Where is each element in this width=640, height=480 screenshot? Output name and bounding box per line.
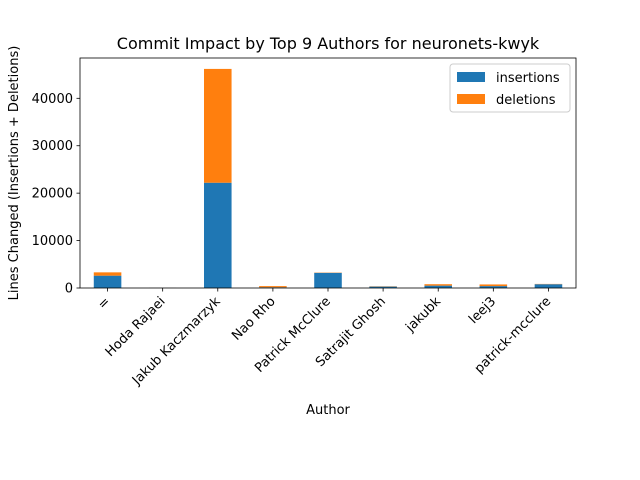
legend-label-deletions: deletions bbox=[496, 93, 556, 108]
x-tick-label-item: = bbox=[95, 294, 113, 312]
bar-deletions-0 bbox=[93, 272, 122, 276]
y-tick-label-0: 0 bbox=[65, 282, 73, 297]
bars-layer bbox=[93, 68, 563, 288]
legend-swatch-insertions bbox=[457, 72, 485, 82]
y-tick-label-2: 20000 bbox=[32, 187, 73, 202]
legend-label-insertions: insertions bbox=[496, 71, 560, 86]
bar-deletions-7 bbox=[479, 284, 508, 287]
bar-insertions-6 bbox=[424, 285, 452, 288]
y-axis-label: Lines Changed (Insertions + Deletions) bbox=[7, 46, 22, 301]
bar-insertions-4 bbox=[314, 272, 342, 288]
y-tick-label-4: 40000 bbox=[32, 92, 73, 107]
chart-title: Commit Impact by Top 9 Authors for neuro… bbox=[117, 34, 540, 53]
legend-swatch-deletions bbox=[457, 94, 485, 104]
x-tick-label-leej3: leej3 bbox=[466, 294, 499, 327]
x-tick-label-jakubk: jakubk bbox=[403, 294, 445, 336]
bar-insertions-7 bbox=[479, 286, 508, 288]
bar-insertions-0 bbox=[93, 275, 122, 288]
bar-deletions-6 bbox=[424, 284, 452, 286]
bar-deletions-2 bbox=[204, 68, 232, 183]
bar-deletions-3 bbox=[259, 286, 287, 288]
bar-insertions-5 bbox=[369, 286, 397, 288]
y-tick-label-1: 10000 bbox=[32, 234, 73, 249]
bar-insertions-2 bbox=[204, 182, 232, 288]
x-tick-label-nao-rho: Nao Rho bbox=[229, 294, 279, 344]
legend: insertions deletions bbox=[449, 63, 571, 113]
bar-insertions-8 bbox=[534, 284, 563, 288]
y-tick-label-3: 30000 bbox=[32, 139, 73, 154]
x-axis-label: Author bbox=[306, 403, 350, 418]
